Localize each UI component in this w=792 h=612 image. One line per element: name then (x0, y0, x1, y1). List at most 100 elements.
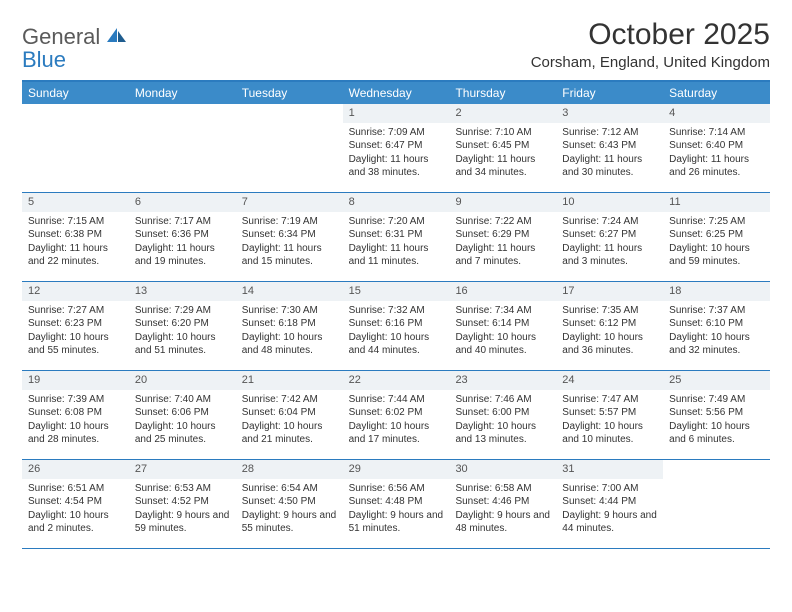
day-cell: 29Sunrise: 6:56 AMSunset: 4:48 PMDayligh… (343, 460, 450, 548)
daylight-text: Daylight: 10 hours and 2 minutes. (28, 509, 123, 536)
sunset-text: Sunset: 6:02 PM (349, 406, 444, 420)
day-cell: 7Sunrise: 7:19 AMSunset: 6:34 PMDaylight… (236, 193, 343, 281)
day-body: Sunrise: 7:34 AMSunset: 6:14 PMDaylight:… (449, 301, 556, 364)
week-row: 1Sunrise: 7:09 AMSunset: 6:47 PMDaylight… (22, 104, 770, 193)
page-header: General Blue October 2025 Corsham, Engla… (22, 18, 770, 72)
sunrise-text: Sunrise: 7:47 AM (562, 393, 657, 407)
day-body: Sunrise: 7:12 AMSunset: 6:43 PMDaylight:… (556, 123, 663, 186)
day-number: 31 (556, 460, 663, 479)
day-number: 21 (236, 371, 343, 390)
sunrise-text: Sunrise: 7:40 AM (135, 393, 230, 407)
sunset-text: Sunset: 6:08 PM (28, 406, 123, 420)
daylight-text: Daylight: 11 hours and 11 minutes. (349, 242, 444, 269)
sunrise-text: Sunrise: 6:53 AM (135, 482, 230, 496)
day-number: 4 (663, 104, 770, 123)
sunset-text: Sunset: 6:16 PM (349, 317, 444, 331)
dow-wednesday: Wednesday (343, 82, 450, 104)
logo-part2: Blue (22, 47, 66, 72)
logo-part1: General (22, 24, 100, 49)
daylight-text: Daylight: 10 hours and 25 minutes. (135, 420, 230, 447)
day-number: 23 (449, 371, 556, 390)
sunrise-text: Sunrise: 7:22 AM (455, 215, 550, 229)
sunrise-text: Sunrise: 7:00 AM (562, 482, 657, 496)
day-cell: 25Sunrise: 7:49 AMSunset: 5:56 PMDayligh… (663, 371, 770, 459)
sunrise-text: Sunrise: 7:12 AM (562, 126, 657, 140)
sunrise-text: Sunrise: 6:56 AM (349, 482, 444, 496)
day-cell (663, 460, 770, 548)
day-number: 19 (22, 371, 129, 390)
day-body: Sunrise: 7:24 AMSunset: 6:27 PMDaylight:… (556, 212, 663, 275)
sunrise-text: Sunrise: 7:42 AM (242, 393, 337, 407)
day-body: Sunrise: 7:29 AMSunset: 6:20 PMDaylight:… (129, 301, 236, 364)
sunset-text: Sunset: 6:14 PM (455, 317, 550, 331)
daylight-text: Daylight: 10 hours and 59 minutes. (669, 242, 764, 269)
sunset-text: Sunset: 6:20 PM (135, 317, 230, 331)
day-body: Sunrise: 7:46 AMSunset: 6:00 PMDaylight:… (449, 390, 556, 453)
dow-header-row: Sunday Monday Tuesday Wednesday Thursday… (22, 82, 770, 104)
day-body: Sunrise: 7:14 AMSunset: 6:40 PMDaylight:… (663, 123, 770, 186)
month-title: October 2025 (531, 18, 770, 52)
day-cell: 12Sunrise: 7:27 AMSunset: 6:23 PMDayligh… (22, 282, 129, 370)
sunrise-text: Sunrise: 7:19 AM (242, 215, 337, 229)
dow-thursday: Thursday (449, 82, 556, 104)
day-body: Sunrise: 7:47 AMSunset: 5:57 PMDaylight:… (556, 390, 663, 453)
day-number: 10 (556, 193, 663, 212)
sunrise-text: Sunrise: 6:54 AM (242, 482, 337, 496)
sunset-text: Sunset: 6:04 PM (242, 406, 337, 420)
daylight-text: Daylight: 10 hours and 6 minutes. (669, 420, 764, 447)
sunset-text: Sunset: 6:27 PM (562, 228, 657, 242)
daylight-text: Daylight: 10 hours and 44 minutes. (349, 331, 444, 358)
day-body: Sunrise: 7:27 AMSunset: 6:23 PMDaylight:… (22, 301, 129, 364)
sunrise-text: Sunrise: 7:35 AM (562, 304, 657, 318)
sunrise-text: Sunrise: 7:25 AM (669, 215, 764, 229)
day-number: 6 (129, 193, 236, 212)
sunset-text: Sunset: 6:12 PM (562, 317, 657, 331)
day-cell: 3Sunrise: 7:12 AMSunset: 6:43 PMDaylight… (556, 104, 663, 192)
week-row: 26Sunrise: 6:51 AMSunset: 4:54 PMDayligh… (22, 460, 770, 549)
day-cell: 22Sunrise: 7:44 AMSunset: 6:02 PMDayligh… (343, 371, 450, 459)
daylight-text: Daylight: 10 hours and 10 minutes. (562, 420, 657, 447)
day-cell: 1Sunrise: 7:09 AMSunset: 6:47 PMDaylight… (343, 104, 450, 192)
day-number: 2 (449, 104, 556, 123)
day-cell: 19Sunrise: 7:39 AMSunset: 6:08 PMDayligh… (22, 371, 129, 459)
daylight-text: Daylight: 9 hours and 44 minutes. (562, 509, 657, 536)
day-cell: 5Sunrise: 7:15 AMSunset: 6:38 PMDaylight… (22, 193, 129, 281)
day-body: Sunrise: 6:54 AMSunset: 4:50 PMDaylight:… (236, 479, 343, 542)
daylight-text: Daylight: 10 hours and 51 minutes. (135, 331, 230, 358)
day-cell: 11Sunrise: 7:25 AMSunset: 6:25 PMDayligh… (663, 193, 770, 281)
day-body (236, 108, 343, 117)
day-cell (129, 104, 236, 192)
day-number: 12 (22, 282, 129, 301)
day-body: Sunrise: 7:32 AMSunset: 6:16 PMDaylight:… (343, 301, 450, 364)
day-body: Sunrise: 6:56 AMSunset: 4:48 PMDaylight:… (343, 479, 450, 542)
day-cell: 28Sunrise: 6:54 AMSunset: 4:50 PMDayligh… (236, 460, 343, 548)
day-body: Sunrise: 6:53 AMSunset: 4:52 PMDaylight:… (129, 479, 236, 542)
day-number: 27 (129, 460, 236, 479)
weeks-container: 1Sunrise: 7:09 AMSunset: 6:47 PMDaylight… (22, 104, 770, 549)
sunset-text: Sunset: 6:36 PM (135, 228, 230, 242)
daylight-text: Daylight: 10 hours and 55 minutes. (28, 331, 123, 358)
daylight-text: Daylight: 10 hours and 36 minutes. (562, 331, 657, 358)
sunrise-text: Sunrise: 7:34 AM (455, 304, 550, 318)
day-number: 3 (556, 104, 663, 123)
day-cell: 26Sunrise: 6:51 AMSunset: 4:54 PMDayligh… (22, 460, 129, 548)
day-body: Sunrise: 7:25 AMSunset: 6:25 PMDaylight:… (663, 212, 770, 275)
day-number: 16 (449, 282, 556, 301)
day-number: 22 (343, 371, 450, 390)
day-body (129, 108, 236, 117)
day-number: 17 (556, 282, 663, 301)
day-cell (236, 104, 343, 192)
title-block: October 2025 Corsham, England, United Ki… (531, 18, 770, 71)
day-cell: 8Sunrise: 7:20 AMSunset: 6:31 PMDaylight… (343, 193, 450, 281)
daylight-text: Daylight: 11 hours and 7 minutes. (455, 242, 550, 269)
day-cell: 21Sunrise: 7:42 AMSunset: 6:04 PMDayligh… (236, 371, 343, 459)
sunrise-text: Sunrise: 7:32 AM (349, 304, 444, 318)
daylight-text: Daylight: 9 hours and 48 minutes. (455, 509, 550, 536)
daylight-text: Daylight: 11 hours and 19 minutes. (135, 242, 230, 269)
day-body: Sunrise: 7:10 AMSunset: 6:45 PMDaylight:… (449, 123, 556, 186)
daylight-text: Daylight: 10 hours and 17 minutes. (349, 420, 444, 447)
dow-friday: Friday (556, 82, 663, 104)
sunrise-text: Sunrise: 7:10 AM (455, 126, 550, 140)
day-body: Sunrise: 7:44 AMSunset: 6:02 PMDaylight:… (343, 390, 450, 453)
daylight-text: Daylight: 10 hours and 28 minutes. (28, 420, 123, 447)
